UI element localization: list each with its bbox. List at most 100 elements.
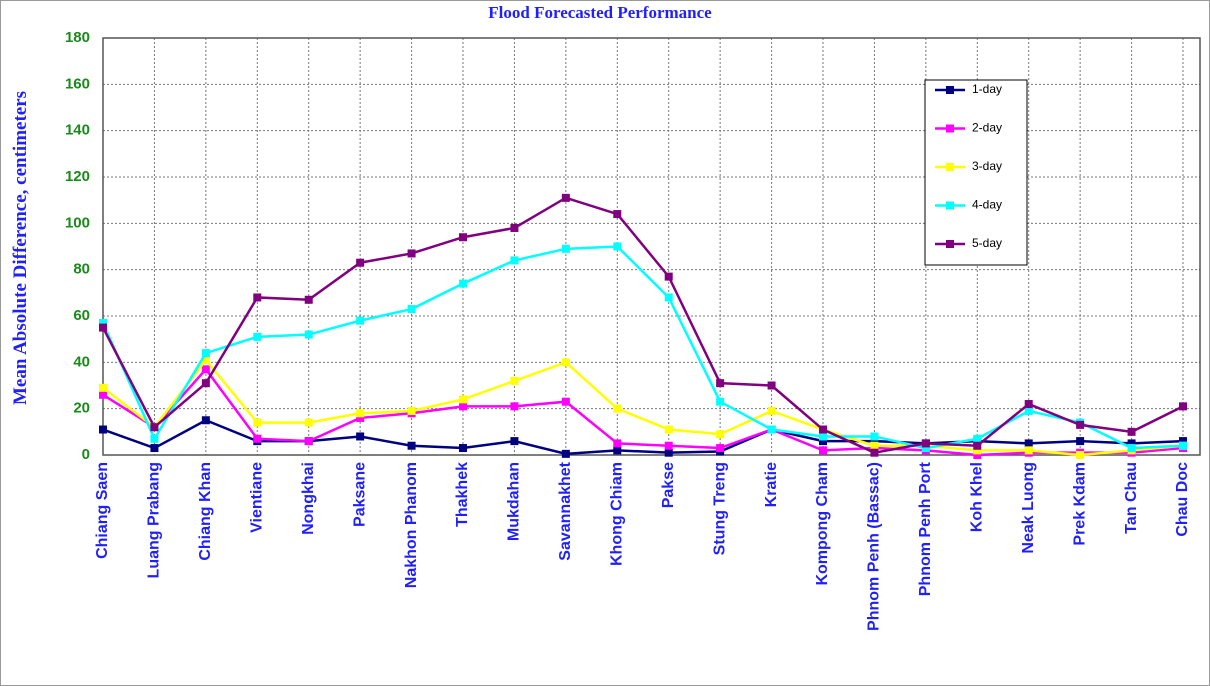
data-point [253,434,262,443]
data-point [664,441,673,450]
x-tick-label: Luang Prabang [146,462,163,578]
legend-label: 1-day [972,82,1002,96]
data-point [819,446,827,455]
data-point [510,376,519,385]
y-axis-label: Mean Absolute Difference, centimeters [10,91,31,405]
x-tick-label: Phnom Penh (Bassac) [866,462,883,631]
data-point [99,318,107,327]
data-point [304,330,313,339]
data-point [561,193,570,202]
x-tick-label: Khong Chiam [609,462,626,566]
legend-marker [946,240,954,248]
x-tick-label: Prek Kdam [1071,462,1088,546]
data-point [921,444,930,453]
data-point [716,430,725,439]
data-point [870,432,879,441]
x-tick-label: Phnom Penh Port [917,461,934,596]
y-tick-label: 140 [65,122,90,139]
legend-marker [946,163,954,171]
legend-marker [946,201,954,210]
data-point [819,437,827,446]
legend-marker [946,124,954,133]
data-point [613,404,622,413]
data-point [870,437,879,446]
data-point [1076,420,1085,429]
data-point [1076,437,1085,446]
y-tick-label: 20 [73,400,90,417]
data-point [664,293,673,302]
data-point [767,381,776,390]
data-point [407,305,416,314]
data-point [1179,402,1187,411]
series-line [102,367,1184,457]
data-point [921,439,930,448]
data-point [356,316,365,325]
x-tick-label: Kratie [763,462,780,507]
data-point [459,402,467,411]
x-tick-label: Neak Luong [1020,462,1037,554]
data-point [356,432,365,441]
data-point [510,402,519,411]
legend-marker [946,86,954,94]
data-point [459,444,467,453]
data-point [1076,451,1085,459]
x-tick-label: Nakhon Phanom [403,462,420,588]
y-tick-label: 60 [73,307,90,324]
data-point [561,358,570,367]
data-point [253,332,262,341]
data-point [1024,400,1033,409]
x-tick-label: Koh Khel [969,462,986,532]
data-point [664,425,673,434]
data-point [356,258,365,267]
x-tick-label: Tan Chau [1123,462,1140,534]
data-point [1024,446,1033,455]
data-point [613,242,622,251]
data-point [819,432,827,441]
data-point [767,425,776,434]
data-point [561,244,570,253]
legend-label: 3-day [972,159,1002,173]
data-point [613,446,622,455]
data-point [664,272,673,281]
data-point [819,425,827,434]
data-point [510,223,519,232]
legend-label: 5-day [972,236,1002,250]
data-point [1127,439,1136,448]
x-tick-label: Stung Treng [711,462,728,555]
data-point [356,409,365,418]
y-tick-label: 120 [65,168,90,185]
data-point [407,249,416,258]
data-point [304,437,313,446]
x-tick-label: Vientiane [249,462,266,533]
data-point [201,416,210,425]
x-tick-label: Thakhek [454,462,471,527]
x-tick-label: Pakse [660,462,677,508]
data-point [510,256,519,265]
plot-area [103,38,1200,455]
data-point [664,448,673,457]
series-line [101,196,1184,454]
chart-title: Flood Forecasted Performance [488,3,712,22]
data-point [767,406,776,415]
x-tick-label: Mukdahan [506,462,523,541]
data-point [510,437,519,446]
data-point [870,441,879,450]
data-point [561,449,570,458]
data-point [150,423,159,432]
x-tick-label: Kompong Cham [814,462,831,586]
data-point [356,413,365,422]
data-point [870,448,879,457]
data-point [973,446,982,455]
data-point [99,323,107,332]
data-point [407,406,416,415]
data-point [459,395,467,404]
data-point [459,233,467,242]
y-tick-label: 160 [65,75,90,92]
x-tick-label: Chau Doc [1174,462,1191,537]
data-point [304,295,313,304]
data-point [407,441,416,450]
data-point [1127,444,1136,453]
x-tick-label: Savannakhet [557,461,574,560]
data-point [1179,437,1187,446]
